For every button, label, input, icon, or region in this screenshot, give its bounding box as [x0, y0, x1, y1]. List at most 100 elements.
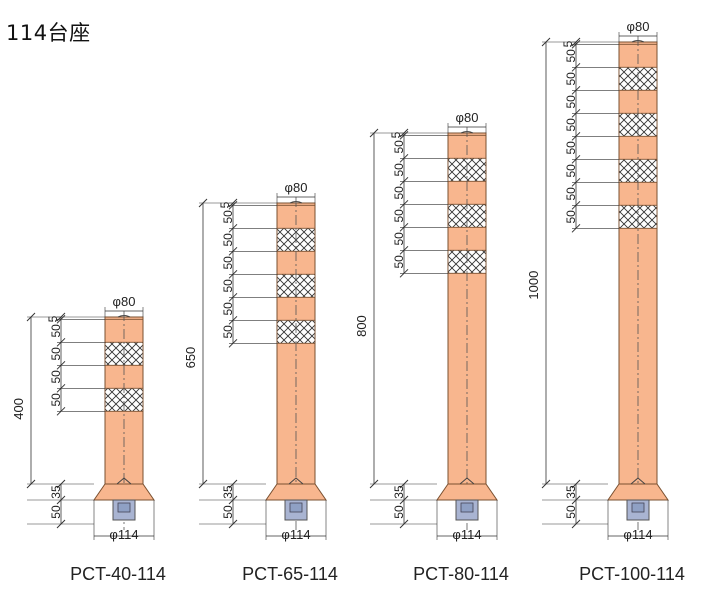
dim-tick: [571, 177, 581, 187]
top-diameter-label: φ80: [113, 294, 136, 309]
dim-tick: [228, 269, 238, 279]
base-diameter-label: φ114: [452, 527, 481, 542]
base-diameter-label: φ114: [281, 527, 310, 542]
base-flange: [607, 483, 669, 501]
cap-height-label: 5: [46, 315, 60, 322]
segment-height-label: 50: [221, 302, 235, 316]
dim-tick: [26, 312, 36, 322]
total-height-label: 400: [11, 398, 26, 420]
segment-height-label: 50: [564, 95, 578, 109]
dim-tick: [56, 479, 66, 489]
segment-height-label: 50: [564, 141, 578, 155]
total-height-label: 1000: [526, 271, 541, 300]
dim-tick: [228, 338, 238, 348]
post-pct-100-114: φ80 φ114 5 50 50 50 50 50 50 50 50 35 50 1000 PCT-100-…: [526, 19, 685, 584]
anchor-height-label: 50: [564, 505, 578, 519]
base-height-label: 35: [49, 485, 63, 499]
segment-height-label: 50: [392, 255, 406, 269]
model-label: PCT-65-114: [242, 564, 338, 584]
segment-height-label: 50: [392, 163, 406, 177]
adapter-bolt: [631, 502, 645, 513]
dim-tick: [571, 131, 581, 141]
dim-tick: [541, 37, 551, 47]
segment-height-label: 50: [49, 370, 63, 384]
dim-tick: [399, 199, 409, 209]
dim-tick: [26, 479, 36, 489]
base-height-label: 35: [221, 485, 235, 499]
base-marker: [459, 477, 475, 485]
model-label: PCT-40-114: [70, 564, 166, 584]
dim-tick: [228, 479, 238, 489]
dim-tick: [56, 406, 66, 416]
dim-tick: [571, 200, 581, 210]
segment-height-label: 50: [221, 256, 235, 270]
segment-height-label: 50: [564, 72, 578, 86]
base-height-label: 35: [564, 485, 578, 499]
base-flange: [93, 483, 155, 501]
post-pct-80-114: φ80 φ114 5 50 50 50 50 50 50 35 50 800 PCT-80-114: [354, 110, 509, 584]
dim-tick: [399, 153, 409, 163]
base-diameter-label: φ114: [109, 527, 138, 542]
adapter-bolt: [117, 502, 131, 513]
anchor-height-label: 50: [221, 505, 235, 519]
dim-tick: [369, 128, 379, 138]
cap-height-label: 5: [561, 40, 575, 47]
dim-tick: [228, 519, 238, 529]
cap-height-label: 5: [389, 131, 403, 138]
segment-height-label: 50: [564, 118, 578, 132]
dim-tick: [228, 246, 238, 256]
segment-height-label: 50: [392, 232, 406, 246]
anchor-height-label: 50: [49, 505, 63, 519]
dim-tick: [198, 479, 208, 489]
dim-tick: [571, 479, 581, 489]
dim-tick: [571, 154, 581, 164]
dim-tick: [228, 292, 238, 302]
cap-height-label: 5: [218, 201, 232, 208]
adapter-bolt: [460, 502, 474, 513]
base-height-label: 35: [392, 485, 406, 499]
base-marker: [116, 477, 132, 485]
top-diameter-label: φ80: [627, 19, 650, 34]
top-diameter-label: φ80: [456, 110, 479, 125]
base-flange: [265, 483, 327, 501]
dim-tick: [571, 223, 581, 233]
anchor-height-label: 50: [392, 505, 406, 519]
segment-height-label: 50: [49, 347, 63, 361]
dim-tick: [369, 479, 379, 489]
segment-height-label: 50: [49, 324, 63, 338]
dim-tick: [571, 39, 581, 49]
dim-tick: [228, 223, 238, 233]
dim-tick: [571, 62, 581, 72]
top-diameter-label: φ80: [285, 180, 308, 195]
dim-tick: [399, 130, 409, 140]
dim-tick: [571, 495, 581, 505]
segment-height-label: 50: [49, 393, 63, 407]
post-pct-65-114: φ80 φ114 5 50 50 50 50 50 50 35 50 650 PCT-65-114: [183, 180, 338, 584]
dim-tick: [56, 314, 66, 324]
dim-tick: [399, 519, 409, 529]
dim-tick: [399, 479, 409, 489]
dim-tick: [571, 108, 581, 118]
dim-tick: [56, 337, 66, 347]
dim-tick: [399, 176, 409, 186]
dim-tick: [571, 85, 581, 95]
post-pct-40-114: φ80 φ114 5 50 50 50 50 35 50 400 PCT-40-114: [11, 294, 166, 584]
dim-tick: [228, 495, 238, 505]
base-marker: [630, 477, 646, 485]
dim-tick: [541, 479, 551, 489]
segment-height-label: 50: [221, 233, 235, 247]
dim-tick: [198, 198, 208, 208]
dim-tick: [399, 222, 409, 232]
segment-height-label: 50: [564, 49, 578, 63]
dim-tick: [56, 360, 66, 370]
segment-height-label: 50: [221, 325, 235, 339]
segment-height-label: 50: [392, 186, 406, 200]
adapter-bolt: [289, 502, 303, 513]
base-flange: [436, 483, 498, 501]
segment-height-label: 50: [392, 140, 406, 154]
model-label: PCT-100-114: [579, 564, 685, 584]
model-label: PCT-80-114: [413, 564, 509, 584]
base-diameter-label: φ114: [623, 527, 652, 542]
segment-height-label: 50: [221, 279, 235, 293]
